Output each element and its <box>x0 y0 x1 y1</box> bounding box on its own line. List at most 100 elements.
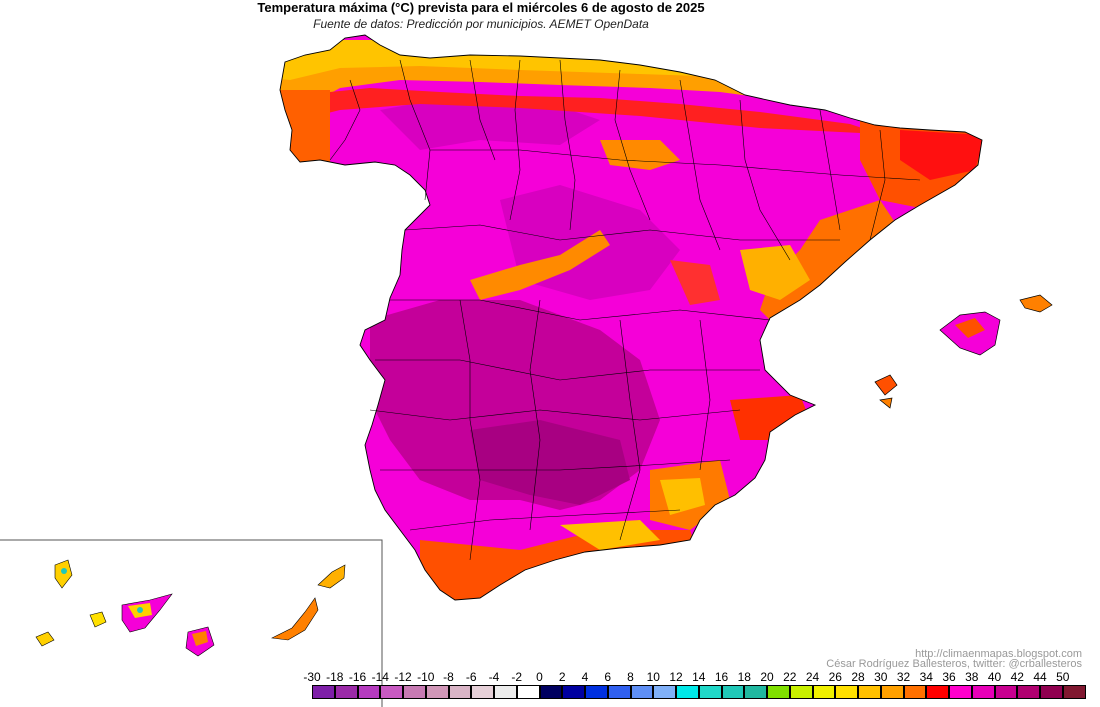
legend-swatch <box>994 685 1018 699</box>
legend-swatch <box>949 685 972 699</box>
fuerteventura <box>270 597 319 641</box>
legend-tick-label: -30 <box>303 670 321 684</box>
legend-tick-label: 18 <box>737 670 751 684</box>
lanzarote <box>317 564 346 589</box>
inset-frame <box>0 539 383 707</box>
legend-tick-label: -16 <box>348 670 367 684</box>
province-borders <box>329 59 921 561</box>
legend-tick-label: 50 <box>1056 670 1070 684</box>
legend-swatch <box>971 685 995 699</box>
gran-canaria-center <box>192 631 208 646</box>
legend-swatch <box>312 685 335 699</box>
zone-iberico-north <box>600 140 680 170</box>
legend-swatch <box>539 685 563 699</box>
legend-tick-label: 28 <box>851 670 865 684</box>
legend-swatch <box>380 685 403 699</box>
mallorca-mountains <box>955 318 985 338</box>
legend-swatch <box>789 685 813 699</box>
legend-swatch <box>812 685 836 699</box>
legend-ticks: -30 -18 -16 -14 -12 -10 -8 -6 -4 -2 0 2 4 6 8 10 12 14 16 1… <box>300 670 1100 684</box>
zone-north-red <box>300 88 880 134</box>
legend-swatch <box>357 685 381 699</box>
menorca <box>1019 294 1053 313</box>
legend-swatch <box>562 685 585 699</box>
legend-tick-label: 24 <box>805 670 820 684</box>
legend-swatch <box>880 685 904 699</box>
legend-tick-label: 0 <box>536 670 543 684</box>
zone-extreme-hot <box>470 420 630 505</box>
zone-sierra-nevada <box>560 520 660 550</box>
legend-swatch <box>676 685 699 699</box>
legend-swatch <box>630 685 654 699</box>
legend-tick-label: 20 <box>760 670 774 684</box>
legend-swatch <box>698 685 722 699</box>
legend-tick-label: 38 <box>965 670 979 684</box>
legend-swatch <box>835 685 858 699</box>
legend-swatch <box>334 685 358 699</box>
legend-swatch <box>403 685 426 699</box>
legend-swatch <box>607 685 631 699</box>
zone-castellon-yellow <box>740 245 810 300</box>
legend-tick-label: 40 <box>987 670 1002 684</box>
legend-tick-label: -14 <box>371 670 389 684</box>
legend-tick-label: 44 <box>1033 670 1047 684</box>
legend-tick-label: 6 <box>604 670 612 684</box>
legend-tick-label: -2 <box>511 670 523 684</box>
legend-swatch <box>744 685 767 699</box>
canary-islands-inset <box>0 539 383 707</box>
legend-tick-label: 32 <box>896 670 911 684</box>
legend-swatch <box>471 685 494 699</box>
legend-tick-label: 36 <box>942 670 956 684</box>
zone-pyrenees-red <box>900 130 982 180</box>
legend-tick-label: 26 <box>828 670 842 684</box>
legend-swatch <box>653 685 676 699</box>
legend-swatch <box>516 685 540 699</box>
map-title: Temperatura máxima (°C) prevista para el… <box>257 0 705 15</box>
legend-tick-label: -18 <box>326 670 344 684</box>
legend-tick-label: -8 <box>443 670 454 684</box>
legend-tick-label: 8 <box>627 670 634 684</box>
zone-sistema-central <box>470 230 610 300</box>
legend-swatch <box>1062 685 1086 699</box>
la-palma <box>54 559 73 589</box>
credit-author: César Rodríguez Ballesteros, twitter: @c… <box>826 658 1082 670</box>
legend-swatch <box>448 685 472 699</box>
legend-swatch <box>858 685 881 699</box>
legend-tick-label: -10 <box>417 670 435 684</box>
map-subtitle: Fuente de datos: Predicción por municipi… <box>313 17 649 31</box>
legend-tick-label: 16 <box>714 670 729 684</box>
zone-iberico-south <box>670 260 720 305</box>
legend-tick-label: 4 <box>581 670 589 684</box>
ibiza <box>874 374 898 396</box>
legend-tick-label: -4 <box>488 670 500 684</box>
teide-summit <box>137 607 143 613</box>
legend-tick-label: 14 <box>692 670 706 684</box>
legend-swatch <box>1040 685 1063 699</box>
la-gomera <box>89 611 107 628</box>
legend-tick-label: 2 <box>558 670 566 684</box>
legend-swatch <box>585 685 608 699</box>
legend-swatch <box>721 685 745 699</box>
legend-tick-label: -6 <box>465 670 477 684</box>
legend-swatch <box>425 685 449 699</box>
la-palma-summit <box>61 568 67 574</box>
legend-tick-label: 42 <box>1010 670 1024 684</box>
balearic-islands <box>874 294 1053 409</box>
legend-swatch <box>926 685 949 699</box>
zone-almeria-yellow <box>660 478 705 515</box>
legend-tick-label: 22 <box>783 670 797 684</box>
legend-swatches <box>312 685 1086 699</box>
legend-swatch <box>767 685 790 699</box>
legend-tick-label: 10 <box>646 670 660 684</box>
legend-tick-label: 34 <box>919 670 933 684</box>
credit-url: http://climaenmapas.blogspot.com <box>915 648 1082 660</box>
legend-tick-label: 12 <box>669 670 683 684</box>
zone-valencia-coast <box>760 200 900 330</box>
legend-swatch <box>903 685 927 699</box>
legend-tick-label: 30 <box>874 670 888 684</box>
formentera <box>879 397 893 409</box>
legend-swatch <box>1017 685 1040 699</box>
legend-swatch <box>494 685 517 699</box>
el-hierro <box>35 631 55 647</box>
